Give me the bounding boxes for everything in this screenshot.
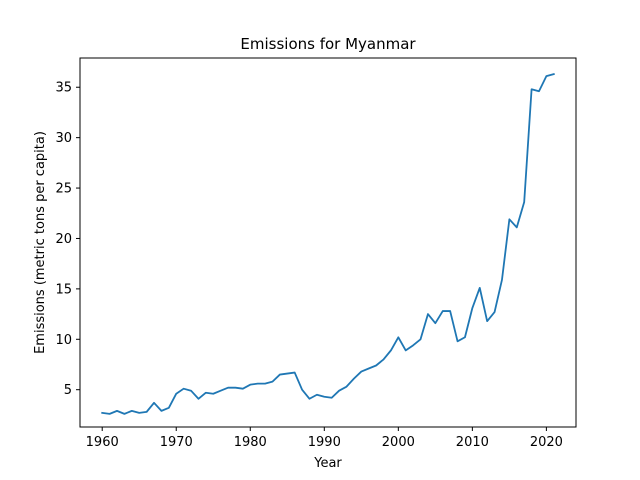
series-layer bbox=[101, 73, 555, 415]
series-line bbox=[101, 73, 555, 415]
plot-frame bbox=[79, 57, 577, 428]
y-tick-label: 30 bbox=[55, 131, 72, 146]
y-tick-label: 20 bbox=[55, 232, 72, 247]
x-tick-label: 2020 bbox=[530, 435, 563, 450]
y-axis-label: Emissions (metric tons per capita) bbox=[33, 131, 48, 354]
x-tick-label: 2010 bbox=[456, 435, 489, 450]
x-tick-label: 2000 bbox=[382, 435, 415, 450]
x-axis-ticks: 1960 1970 1980 1990 2000 2010 2020 bbox=[86, 427, 563, 450]
y-tick-label: 5 bbox=[64, 383, 72, 398]
x-tick-label: 1960 bbox=[86, 435, 119, 450]
x-tick-label: 1990 bbox=[308, 435, 341, 450]
y-tick-label: 10 bbox=[55, 333, 72, 348]
y-axis-ticks: 5 10 15 20 25 30 35 bbox=[55, 81, 80, 398]
chart-title: Emissions for Myanmar bbox=[240, 35, 416, 53]
x-tick-label: 1980 bbox=[234, 435, 267, 450]
x-tick-label: 1970 bbox=[160, 435, 193, 450]
x-axis-label: Year bbox=[313, 456, 342, 471]
y-tick-label: 35 bbox=[55, 81, 72, 96]
y-tick-label: 15 bbox=[55, 282, 72, 297]
plot-area bbox=[80, 58, 576, 427]
y-tick-label: 25 bbox=[55, 182, 72, 197]
